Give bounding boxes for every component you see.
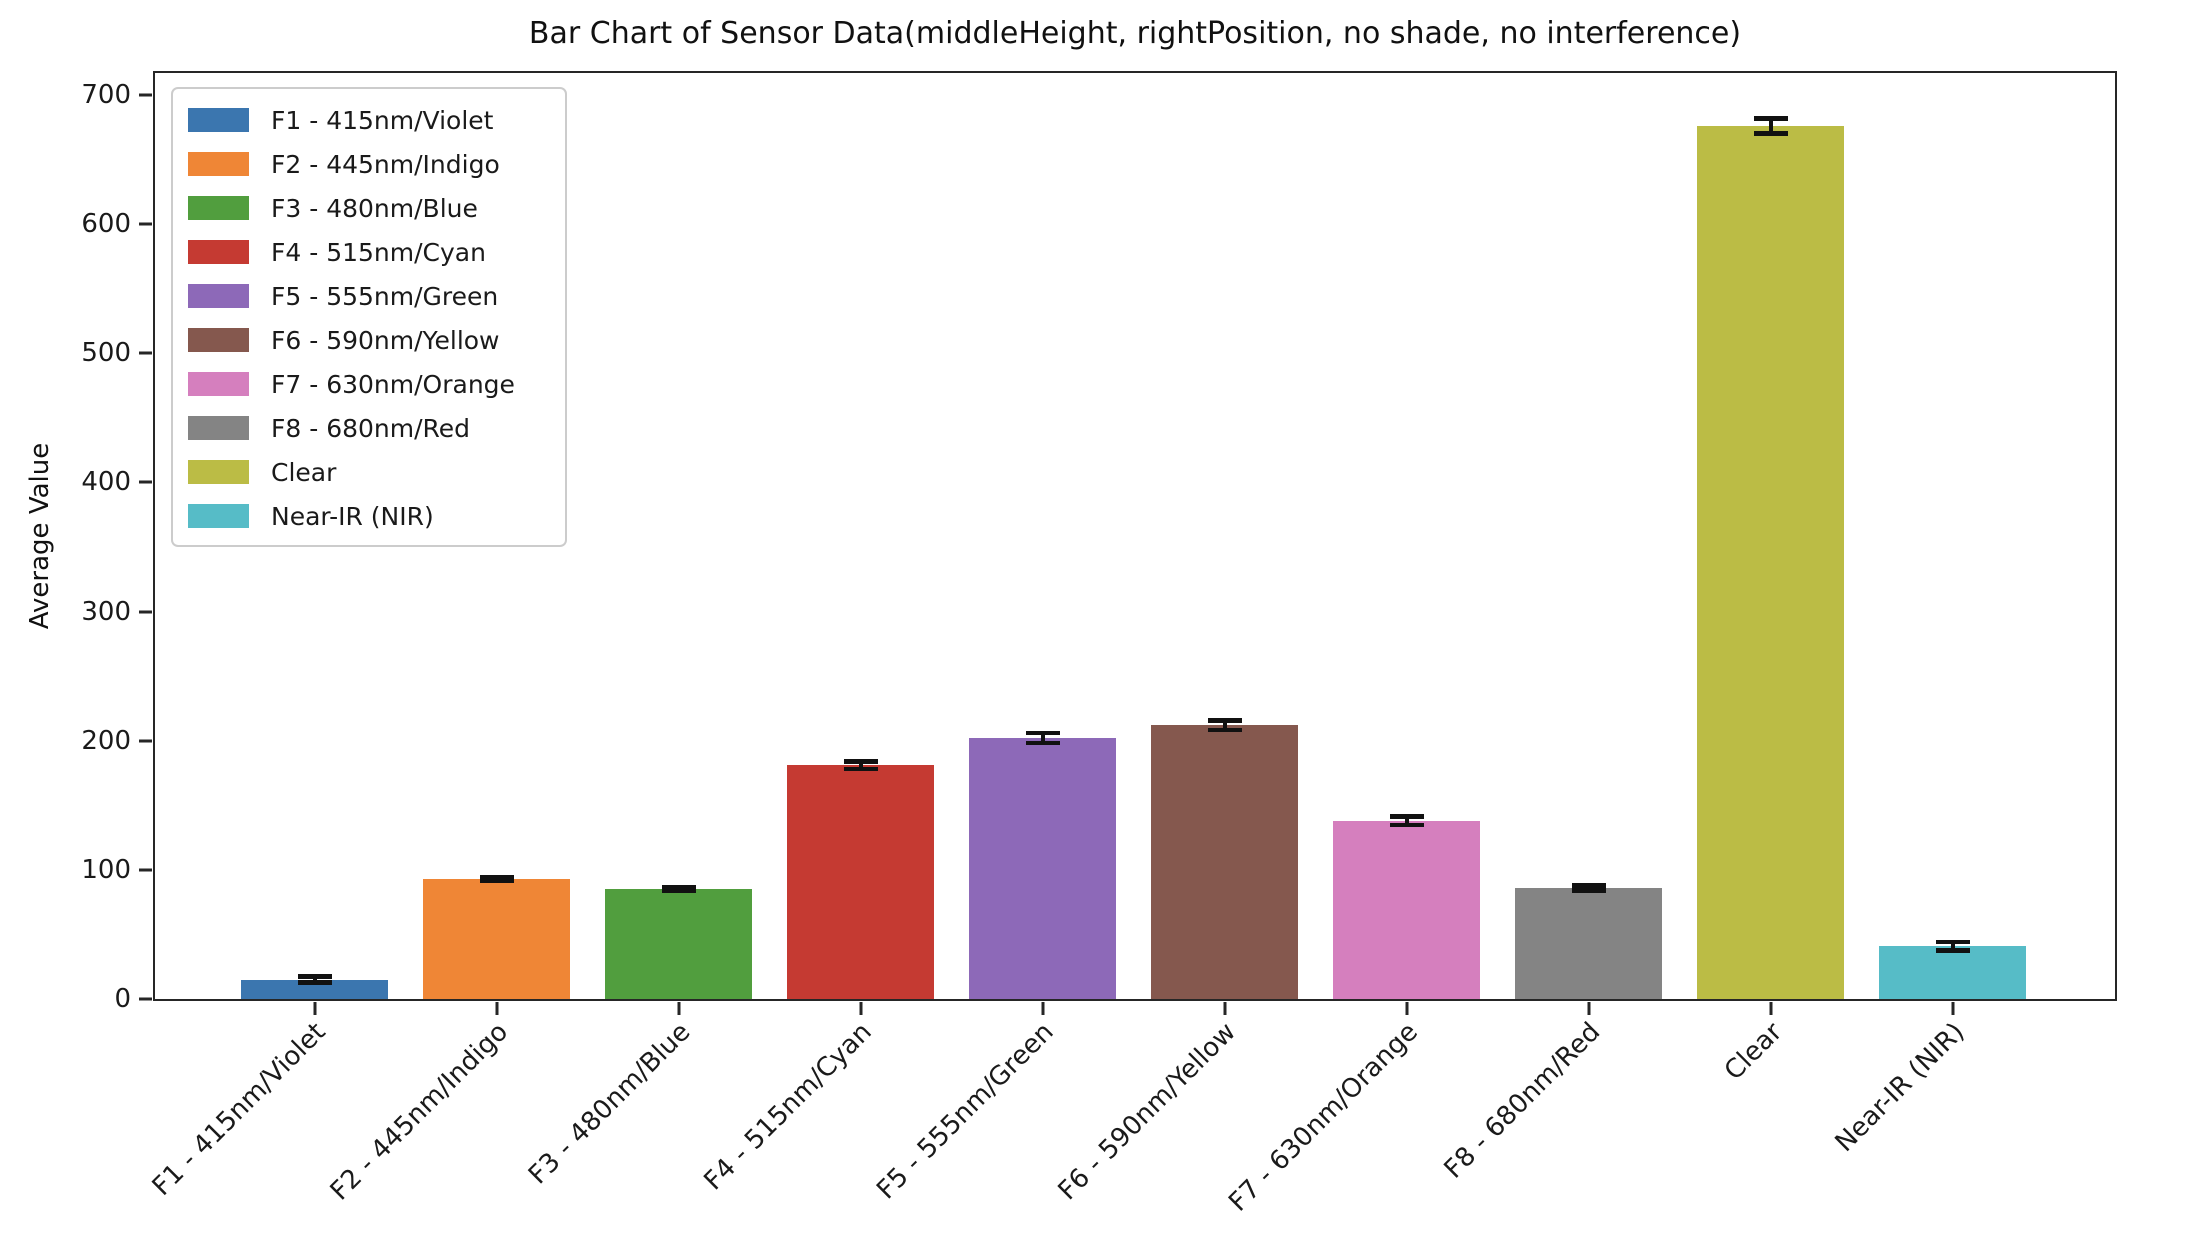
legend-entry: F5 - 555nm/Green [188,274,565,318]
error-bar-stem [1222,720,1227,731]
bar [1515,887,1663,999]
legend-label: Clear [271,457,337,487]
legend-swatch [188,372,249,396]
legend-swatch [188,284,249,308]
y-tick [139,739,152,743]
error-bar-stem [858,761,863,770]
legend-label: F7 - 630nm/Orange [271,369,515,399]
y-tick [139,93,152,97]
y-tick [139,997,152,1001]
error-bar [1207,718,1242,733]
legend-label: F2 - 445nm/Indigo [271,149,500,179]
error-bar [297,974,332,985]
x-tick [677,1002,681,1015]
legend-swatch [188,196,249,220]
y-tick [139,610,152,614]
legend-entry: F8 - 680nm/Red [188,406,565,450]
error-bar-cap [297,980,332,985]
legend-label: F4 - 515nm/Cyan [271,237,486,267]
legend: F1 - 415nm/Violet F2 - 445nm/Indigo F3 - 4… [171,87,567,547]
x-tick [1587,1002,1591,1015]
error-bar [1389,814,1424,828]
error-bar-cap [1025,740,1060,746]
error-bar-cap [661,888,696,894]
bar [1333,820,1481,999]
y-tick [139,480,152,484]
error-bar-stem [312,976,317,983]
legend-swatch [188,416,249,440]
bar [787,765,934,999]
error-bar-stem [1950,941,1955,951]
bar [605,889,752,999]
x-tick [1041,1002,1045,1015]
legend-entry: Clear [188,450,565,494]
chart-title: Bar Chart of Sensor Data(middleHeight, r… [528,16,1742,51]
x-tick [859,1002,863,1015]
legend-entry: F7 - 630nm/Orange [188,362,565,406]
x-tick [1951,1002,1955,1015]
error-bar [1025,730,1060,746]
bar [1151,725,1298,999]
legend-label: F3 - 480nm/Blue [271,193,478,223]
legend-swatch [188,328,249,352]
error-bar-stem [1586,885,1591,891]
legend-label: F8 - 680nm/Red [271,413,471,443]
legend-label: Near-IR (NIR) [271,501,434,531]
legend-entry: F2 - 445nm/Indigo [188,142,565,186]
legend-entry: F3 - 480nm/Blue [188,186,565,230]
error-bar-cap [1207,727,1242,733]
legend-label: F6 - 590nm/Yellow [271,325,500,355]
x-tick [1769,1002,1773,1015]
bar [241,979,388,999]
bar [423,878,570,999]
bar [1879,946,2027,999]
error-bar [479,874,514,883]
legend-swatch [188,108,249,132]
error-bar-cap [1753,131,1788,136]
bar [1697,125,1845,999]
error-bar-cap [843,766,878,772]
legend-swatch [188,504,249,528]
error-bar-cap [1389,822,1424,828]
bar [969,738,1116,999]
legend-label: F5 - 555nm/Green [271,281,499,311]
error-bar [1571,883,1606,893]
legend-entry: Near-IR (NIR) [188,494,565,538]
error-bar [843,759,878,772]
x-tick [313,1002,317,1015]
error-bar [1935,939,1970,953]
error-bar-stem [1768,118,1773,134]
y-tick [139,868,152,872]
x-tick [495,1002,499,1015]
legend-entry: F4 - 515nm/Cyan [188,230,565,274]
error-bar-cap [1935,948,1970,953]
legend-entry: F1 - 415nm/Violet [188,98,565,142]
x-tick [1405,1002,1409,1015]
legend-label: F1 - 415nm/Violet [271,105,494,135]
y-tick [139,351,152,355]
error-bar-cap [479,878,514,883]
error-bar-stem [1040,732,1045,744]
error-bar [661,885,696,894]
x-tick [1223,1002,1227,1015]
legend-swatch [188,152,249,176]
error-bar-stem [1404,816,1409,826]
legend-entry: F6 - 590nm/Yellow [188,318,565,362]
y-axis-label: Average Value [25,442,55,630]
legend-swatch [188,460,249,484]
y-tick [139,222,152,226]
legend-swatch [188,240,249,264]
error-bar-cap [1571,888,1606,893]
error-bar [1753,116,1788,136]
